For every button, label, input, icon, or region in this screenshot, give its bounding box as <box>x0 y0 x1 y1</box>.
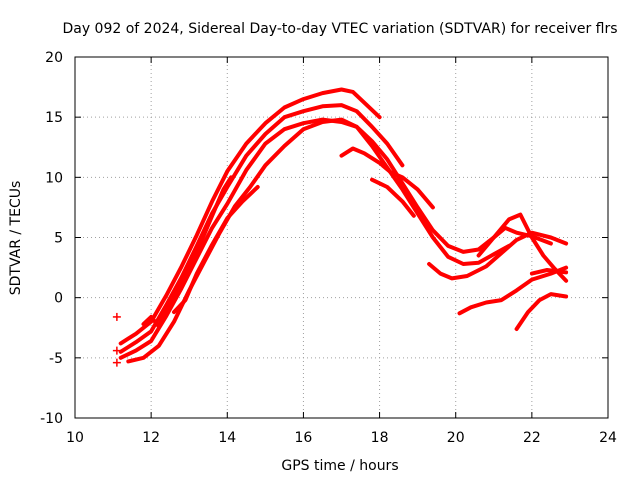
y-axis-label: SDTVAR / TECUs <box>8 181 24 296</box>
y-tick-label: 20 <box>45 50 63 66</box>
x-tick-label: 10 <box>66 430 84 446</box>
series-track-1 <box>118 87 382 346</box>
x-tick-label: 18 <box>371 430 389 446</box>
y-tick-label: -5 <box>49 351 63 367</box>
series-track-3 <box>118 117 553 360</box>
data-point-marker <box>112 312 121 321</box>
y-tick-label: -10 <box>40 411 63 427</box>
axis-ticks: 10 12 14 16 18 20 22 24 -10 -5 0 5 10 15 20 <box>40 50 617 446</box>
y-tick-label: 5 <box>54 231 63 247</box>
chart-title: Day 092 of 2024, Sidereal Day-to-day VTE… <box>62 21 617 37</box>
y-tick-label: 10 <box>45 170 63 186</box>
x-tick-label: 24 <box>599 430 617 446</box>
y-tick-label: 0 <box>54 291 63 307</box>
series-track-5 <box>141 175 234 329</box>
x-tick-label: 12 <box>142 430 160 446</box>
data-series <box>112 87 569 367</box>
series-track-13 <box>529 268 569 276</box>
series-track-6 <box>172 185 260 315</box>
series-track-10 <box>457 265 569 316</box>
grid-lines <box>75 57 608 418</box>
series-track-12 <box>514 292 569 331</box>
x-axis-label: GPS time / hours <box>281 458 398 474</box>
x-tick-label: 14 <box>218 430 236 446</box>
data-point-marker <box>112 346 121 355</box>
data-point-marker <box>112 358 121 367</box>
series-track-8 <box>370 177 416 218</box>
x-tick-label: 20 <box>447 430 465 446</box>
series-track-9 <box>427 230 569 281</box>
series-track-2 <box>118 103 405 354</box>
x-tick-label: 16 <box>295 430 313 446</box>
x-tick-label: 22 <box>523 430 541 446</box>
series-track-11 <box>476 212 569 283</box>
series-track-4 <box>126 117 511 364</box>
plot-frame <box>74 56 609 419</box>
series-track-7 <box>339 146 435 210</box>
y-tick-label: 15 <box>45 110 63 126</box>
